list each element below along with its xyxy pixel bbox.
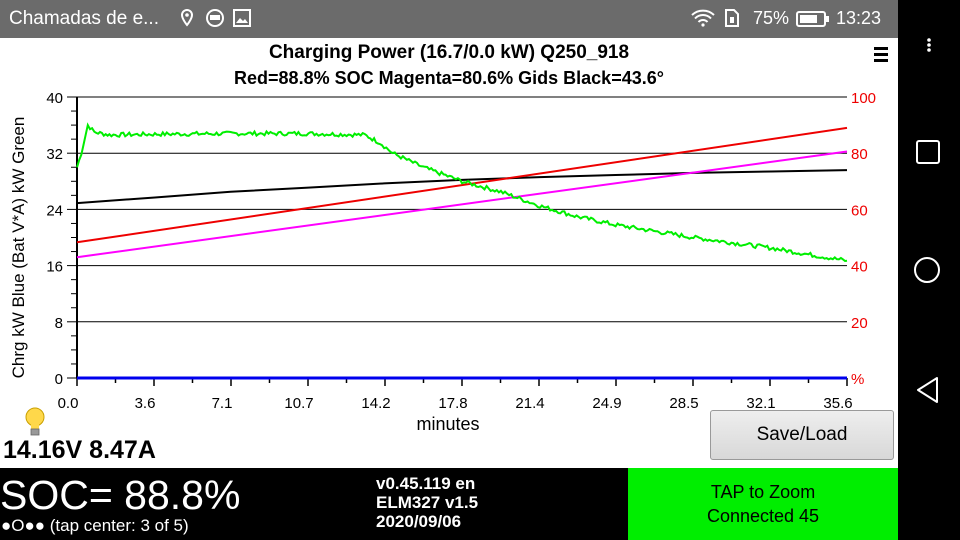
save-load-button[interactable]: Save/Load	[710, 410, 894, 460]
date-text: 2020/09/06	[376, 512, 462, 531]
x-tick-label: 0.0	[58, 395, 79, 412]
x-tick-label: 32.1	[746, 395, 775, 412]
version-text: v0.45.119 en	[376, 474, 476, 493]
voltage-current-readout: 14.16V 8.47A	[3, 436, 156, 464]
y-right-tick-label: %	[851, 371, 864, 388]
status-bar: Chamadas de e... 75% 13:23	[0, 0, 898, 38]
y-right-tick-label: 100	[851, 90, 876, 107]
tap-to-zoom-label: TAP to Zoom	[710, 482, 816, 502]
menu-icon[interactable]	[874, 44, 888, 66]
connection-status: Connected 45	[706, 506, 820, 526]
y-left-tick-label: 40	[46, 90, 63, 107]
gids-series-line	[76, 150, 848, 259]
x-tick-label: 3.6	[135, 395, 156, 412]
battery-percentage: 75%	[753, 8, 790, 28]
x-tick-label: 10.7	[284, 395, 313, 412]
x-tick-label: 21.4	[515, 395, 544, 412]
x-tick-label: 28.5	[669, 395, 698, 412]
y-right-tick-label: 20	[851, 315, 868, 332]
chart-title: Charging Power (16.7/0.0 kW) Q250_918	[268, 42, 630, 63]
notification-title: Chamadas de e...	[9, 8, 159, 29]
y-right-tick-label: 80	[851, 146, 868, 163]
chart-subtitle: Red=88.8% SOC Magenta=80.6% Gids Black=4…	[234, 68, 664, 88]
y-left-tick-label: 0	[55, 371, 63, 388]
battery-icon	[796, 11, 830, 32]
clock: 13:23	[836, 8, 882, 28]
y-left-tick-label: 8	[55, 315, 63, 332]
more-options-icon[interactable]	[924, 38, 934, 52]
tap-to-zoom-panel[interactable]: TAP to Zoom Connected 45	[628, 468, 898, 540]
x-tick-label: 17.8	[438, 395, 467, 412]
soc-readout[interactable]: SOC= 88.8%	[0, 472, 241, 518]
soc-series-line	[76, 126, 848, 244]
image-icon	[233, 9, 251, 32]
wifi-icon	[690, 9, 716, 32]
temp-series-line	[76, 169, 848, 205]
location-icon	[180, 8, 194, 32]
adapter-text: ELM327 v1.5	[376, 493, 479, 512]
tap-center-indicator: ●O●● (tap center: 3 of 5)	[1, 516, 189, 535]
sim-icon	[724, 9, 740, 32]
bottom-bar: SOC= 88.8% ●O●● (tap center: 3 of 5) v0.…	[0, 468, 898, 540]
recents-button[interactable]	[915, 139, 941, 165]
back-button[interactable]	[915, 376, 941, 404]
power-series-line	[76, 122, 848, 263]
home-button[interactable]	[913, 256, 941, 284]
app-area: 0% 8 20 16 40 24 60 32 80 40 100 0.0 3.6 7.1 10.7 14.2 1…	[0, 38, 898, 540]
x-tick-label: 35.6	[823, 395, 852, 412]
navigation-bar	[898, 0, 960, 540]
chart-canvas[interactable]: 0 % 8 20 16 40 24 60 32 80 40 100 0.0 3.6 7.1 10.7 14.2 1…	[0, 38, 898, 468]
y-right-tick-label: 40	[851, 259, 868, 276]
x-tick-label: 24.9	[592, 395, 621, 412]
lightbulb-icon	[25, 407, 45, 436]
version-info: v0.45.119 en ELM327 v1.5 2020/09/06	[376, 474, 478, 531]
x-tick-label: 14.2	[361, 395, 390, 412]
x-axis-label: minutes	[416, 414, 479, 434]
y-left-tick-label: 16	[46, 259, 63, 276]
y-right-tick-label: 60	[851, 202, 868, 219]
y-left-tick-label: 32	[46, 146, 63, 163]
y-axis-label: Chrg kW Blue (Bat V*A) kW Green	[9, 117, 28, 379]
user-icon	[205, 9, 225, 32]
x-tick-label: 7.1	[212, 395, 233, 412]
y-left-tick-label: 24	[46, 202, 63, 219]
